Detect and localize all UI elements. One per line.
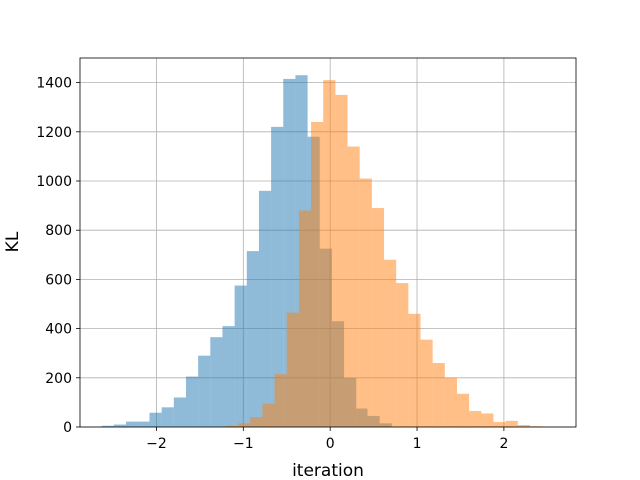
histogram-bar-series-1 [258,190,272,427]
plot-frame [79,57,577,428]
x-tick-label: 2 [499,436,508,452]
y-tick-label: 600 [45,272,72,288]
y-tick-label: 800 [45,223,72,239]
x-tick-label: 1 [413,436,422,452]
x-ticks: −2 −1 0 1 2 [146,427,508,452]
x-tick-label: −2 [146,436,167,452]
histogram-bar-series-2 [517,425,530,427]
histogram-bar-series-1 [185,376,199,427]
histogram-bar-series-1 [101,425,114,427]
histogram-bar-series-1 [210,337,223,427]
histogram-bar-series-2 [274,374,287,427]
histogram-bar-series-1 [126,421,139,427]
histogram-bar-series-2 [444,377,457,427]
x-axis-label: iteration [292,461,364,480]
histogram-bar-series-2 [323,80,336,427]
histogram-bar-series-2 [359,178,372,427]
histogram-bar-series-1 [198,355,211,427]
histogram-bar-series-2 [371,208,385,427]
histogram-bar-series-2 [505,420,518,427]
y-axis-label: KL [3,231,23,252]
histogram-bar-series-1 [173,397,186,427]
histogram-bar-series-1 [222,326,235,427]
histogram-bar-series-2 [250,417,263,427]
histogram-bar-series-2 [432,363,445,427]
y-tick-label: 0 [63,420,72,436]
histogram-bar-series-2 [335,94,348,428]
histogram-bar-series-2 [384,259,397,427]
histogram-bar-series-2 [396,283,409,427]
x-tick-label: −1 [233,436,254,452]
histogram-bar-series-2 [408,313,421,427]
histogram-bar-series-2 [469,411,482,427]
histogram-bar-series-2 [225,425,239,427]
histogram-bar-series-2 [456,393,470,427]
histogram-bar-series-2 [262,403,275,427]
y-tick-label: 1000 [36,174,72,190]
y-tick-label: 1200 [36,125,72,141]
y-ticks: 0 200 400 600 800 1000 1200 1400 [36,76,80,436]
histogram-bar-series-1 [138,421,150,427]
histogram-bar-series-1 [246,251,259,427]
histogram-bars [101,75,543,428]
histogram-bar-series-2 [481,413,494,427]
y-tick-label: 200 [45,371,72,387]
histogram-bar-series-1 [113,424,127,427]
histogram-bar-series-1 [161,407,174,427]
histogram-bar-series-2 [286,312,299,427]
histogram-bar-series-2 [238,423,251,427]
y-tick-label: 1400 [36,76,72,92]
y-tick-label: 400 [45,322,72,338]
histogram-bar-series-1 [271,126,284,427]
histogram-bar-series-1 [234,285,247,427]
histogram-bar-series-2 [311,121,324,428]
histogram-bar-series-1 [149,412,162,427]
x-tick-label: 0 [326,436,335,452]
histogram-bar-series-2 [493,422,506,427]
axes [79,57,577,428]
histogram-bar-series-2 [298,210,312,427]
histogram-bar-series-2 [420,339,433,427]
histogram-bar-series-2 [347,146,360,427]
